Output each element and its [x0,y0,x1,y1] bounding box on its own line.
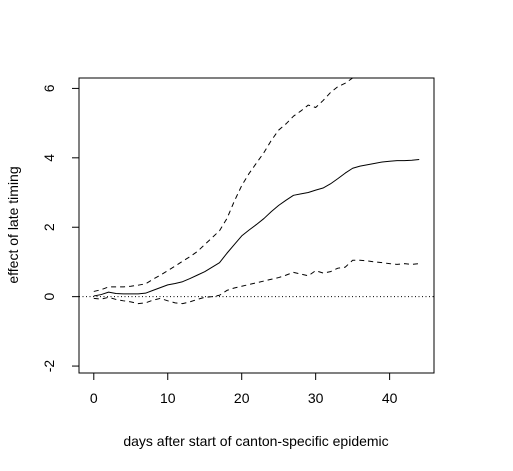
series-line-lower-bound [93,259,420,305]
y-axis: -2 0 2 4 6 [41,84,79,372]
plot-frame [78,77,435,374]
x-tick-label: 30 [308,390,324,406]
x-tick-label: 40 [382,390,398,406]
y-tick-label: 4 [41,154,57,162]
x-tick-label: 10 [160,390,176,406]
plot-area [79,78,434,305]
x-tick-label: 20 [234,390,250,406]
x-axis: 0 10 20 30 40 [90,373,398,406]
series-line-estimate [93,159,420,297]
y-axis-label: effect of late timing [5,166,21,283]
y-tick-label: 2 [41,223,57,231]
x-axis-label: days after start of canton-specific epid… [123,433,388,449]
series-line-upper-bound [93,78,354,292]
y-tick-label: 6 [41,84,57,92]
y-tick-label: -2 [41,360,57,373]
x-tick-label: 0 [90,390,98,406]
y-tick-label: 0 [41,293,57,301]
